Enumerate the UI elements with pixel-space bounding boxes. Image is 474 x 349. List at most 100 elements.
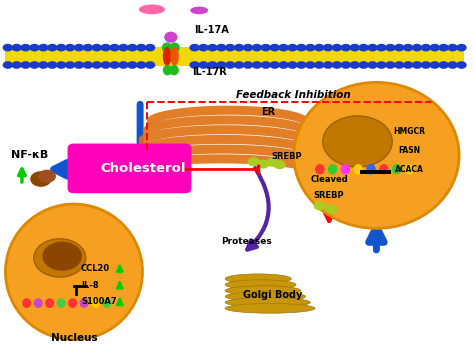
Circle shape [438, 61, 449, 69]
Circle shape [190, 61, 200, 69]
Ellipse shape [68, 298, 77, 308]
Ellipse shape [163, 65, 172, 75]
Circle shape [456, 44, 467, 51]
Circle shape [145, 44, 155, 51]
Circle shape [447, 44, 458, 51]
Circle shape [118, 61, 128, 69]
Circle shape [11, 61, 22, 69]
Circle shape [243, 44, 253, 51]
Circle shape [438, 44, 449, 51]
Ellipse shape [22, 298, 31, 308]
Ellipse shape [328, 164, 337, 174]
Ellipse shape [225, 298, 310, 307]
Text: Cholesterol: Cholesterol [100, 162, 185, 175]
Circle shape [47, 44, 57, 51]
Circle shape [421, 44, 431, 51]
Text: SREBP: SREBP [314, 191, 345, 200]
Circle shape [287, 61, 298, 69]
Ellipse shape [164, 32, 177, 43]
Ellipse shape [91, 298, 100, 308]
Circle shape [145, 61, 155, 69]
Circle shape [296, 61, 307, 69]
Circle shape [56, 61, 66, 69]
Circle shape [207, 44, 218, 51]
Circle shape [323, 44, 333, 51]
Circle shape [252, 61, 262, 69]
Circle shape [367, 44, 378, 51]
Ellipse shape [80, 298, 89, 308]
Circle shape [412, 44, 422, 51]
Ellipse shape [169, 43, 180, 53]
Circle shape [296, 44, 307, 51]
Text: CCL20: CCL20 [81, 264, 110, 273]
Ellipse shape [225, 304, 315, 313]
Text: Nucleus: Nucleus [51, 333, 97, 343]
Circle shape [243, 61, 253, 69]
Circle shape [118, 44, 128, 51]
Text: NF-κB: NF-κB [11, 150, 48, 161]
Circle shape [198, 61, 209, 69]
Ellipse shape [162, 43, 172, 53]
Text: ER: ER [261, 107, 275, 117]
Circle shape [56, 44, 66, 51]
Circle shape [225, 44, 236, 51]
Circle shape [261, 61, 271, 69]
Circle shape [305, 44, 316, 51]
Circle shape [127, 44, 137, 51]
Circle shape [234, 61, 244, 69]
Ellipse shape [45, 298, 54, 308]
Circle shape [38, 44, 48, 51]
Ellipse shape [366, 164, 376, 174]
Circle shape [257, 159, 269, 169]
Circle shape [20, 61, 31, 69]
Circle shape [323, 116, 392, 167]
Text: Golgi Body: Golgi Body [243, 290, 302, 300]
Circle shape [421, 61, 431, 69]
Circle shape [247, 157, 260, 166]
Bar [360, 170, 391, 174]
Ellipse shape [405, 164, 414, 174]
Ellipse shape [341, 164, 350, 174]
FancyBboxPatch shape [68, 144, 191, 193]
Ellipse shape [190, 7, 208, 14]
Circle shape [190, 44, 200, 51]
Circle shape [349, 61, 360, 69]
Circle shape [34, 239, 86, 277]
Circle shape [314, 61, 324, 69]
Text: IL-8: IL-8 [81, 281, 99, 290]
Circle shape [287, 44, 298, 51]
Circle shape [447, 61, 458, 69]
Circle shape [11, 44, 22, 51]
Circle shape [270, 44, 280, 51]
Circle shape [38, 61, 48, 69]
Circle shape [91, 44, 102, 51]
Text: Proteases: Proteases [221, 237, 272, 246]
Circle shape [74, 61, 84, 69]
Circle shape [429, 44, 440, 51]
Ellipse shape [30, 171, 52, 187]
Circle shape [412, 61, 422, 69]
Text: S100A7: S100A7 [81, 297, 117, 306]
Text: SREBP: SREBP [271, 152, 302, 161]
Ellipse shape [102, 298, 111, 308]
Circle shape [314, 44, 324, 51]
Circle shape [2, 61, 13, 69]
Text: IL-17A: IL-17A [194, 25, 229, 35]
Circle shape [2, 44, 13, 51]
Circle shape [252, 44, 262, 51]
Text: HMGCR: HMGCR [393, 127, 426, 135]
Ellipse shape [34, 298, 43, 308]
Ellipse shape [225, 274, 292, 284]
Circle shape [82, 44, 93, 51]
Ellipse shape [294, 82, 459, 228]
Circle shape [332, 61, 342, 69]
Circle shape [100, 44, 111, 51]
Ellipse shape [38, 170, 56, 183]
Ellipse shape [225, 280, 296, 290]
Circle shape [403, 61, 413, 69]
Circle shape [367, 61, 378, 69]
Circle shape [376, 61, 387, 69]
Circle shape [29, 61, 40, 69]
Circle shape [349, 44, 360, 51]
Ellipse shape [315, 164, 324, 174]
